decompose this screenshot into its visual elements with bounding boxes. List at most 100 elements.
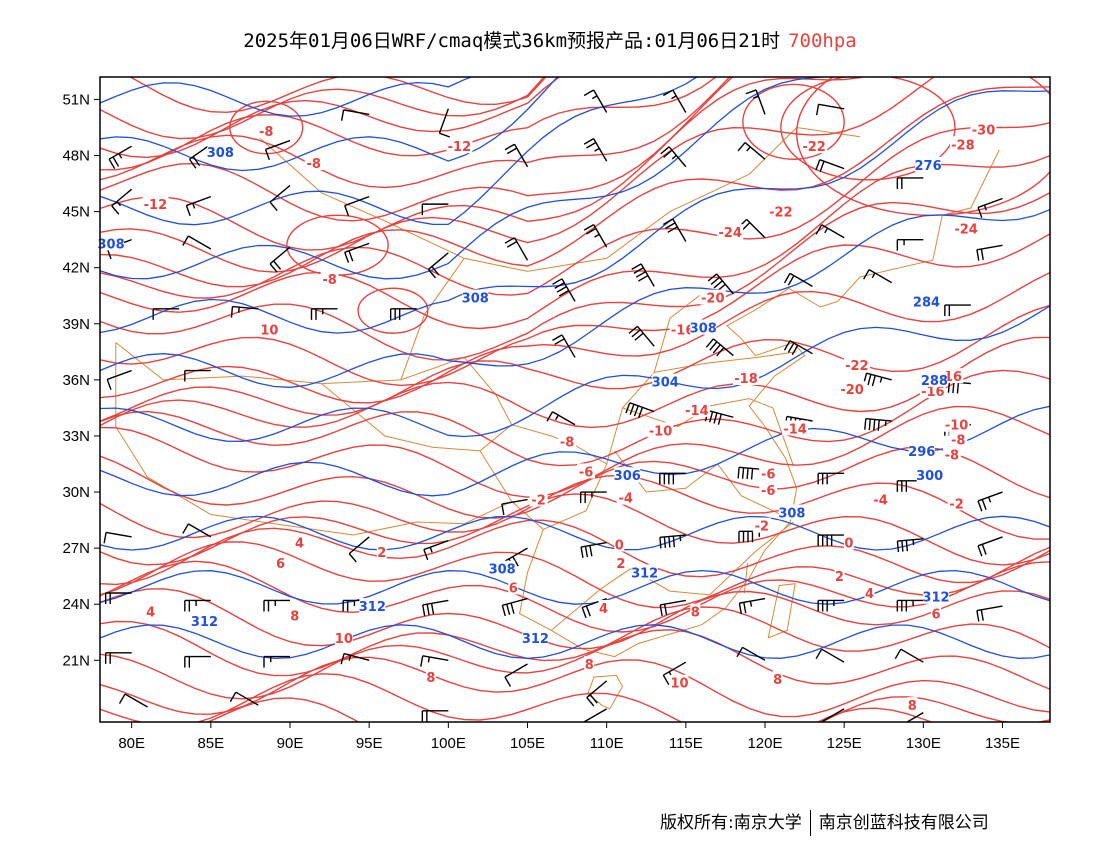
wind-barb (501, 597, 528, 617)
wind-barb (546, 411, 576, 426)
temperature-label: 8 (907, 697, 918, 714)
isotherm-line (100, 86, 1050, 288)
wind-barb (662, 89, 687, 113)
temperature-label: 8 (425, 669, 436, 686)
wind-barb (264, 139, 291, 161)
wind-barb (660, 146, 687, 168)
temperature-label: 10 (335, 629, 353, 647)
height-label: 312 (922, 588, 950, 606)
svg-text:308: 308 (489, 563, 516, 578)
wind-barb (263, 599, 290, 612)
wind-barb (427, 252, 449, 279)
lat-tick-label: 27N (62, 540, 90, 557)
wind-barb (422, 599, 449, 616)
title-text: 2025年01月06日WRF/cmaq模式36km预报产品:01月06日21时 (243, 30, 781, 52)
isotherm-line (100, 519, 1050, 586)
wind-barb (182, 523, 212, 538)
temperature-label: -28 (949, 136, 976, 153)
wind-barb (184, 599, 211, 612)
wind-barb (815, 648, 845, 663)
height-contour (100, 90, 1050, 334)
svg-text:-6: -6 (761, 467, 775, 482)
temperature-label: -20 (839, 381, 866, 398)
longitude-axis: 80E 85E 90E 95E 100E 105E 110E 115E 120E 125E 130E… (118, 722, 1020, 752)
height-label: 308 (778, 504, 805, 522)
wind-barb (344, 195, 370, 217)
isotherm-loop (780, 77, 956, 181)
isotherm-line (100, 369, 1050, 467)
svg-text:308: 308 (207, 146, 234, 161)
temperature-label: -8 (304, 155, 323, 172)
isotherm-line (100, 77, 718, 171)
lat-tick-label: 48N (62, 148, 90, 165)
wind-barb (103, 531, 132, 544)
height-label: 284 (913, 293, 940, 310)
svg-text:-24: -24 (718, 226, 742, 241)
wind-barb (504, 143, 529, 168)
wind-barb (552, 334, 576, 358)
wind-barb (659, 534, 686, 549)
height-contour (100, 624, 1050, 660)
height-contour (100, 77, 831, 280)
temperature-label: -30 (970, 121, 997, 138)
temperature-label: -6 (759, 482, 778, 499)
wind-barb (783, 340, 813, 356)
lon-tick-label: 135E (985, 735, 1020, 752)
height-label: 312 (191, 613, 218, 630)
height-label: 276 (915, 156, 942, 174)
temperature-label: 2 (376, 543, 387, 561)
temperature-label: -8 (257, 123, 276, 140)
wind-barb (662, 218, 687, 242)
province-border (321, 383, 481, 452)
svg-text:-14: -14 (783, 422, 807, 437)
lon-tick-label: 90E (277, 735, 304, 752)
svg-text:-12: -12 (448, 140, 472, 155)
height-label: 308 (489, 560, 516, 578)
isotherm-line (100, 77, 866, 251)
wind-barb (863, 372, 892, 387)
temperature-label: -8 (320, 270, 339, 288)
svg-text:300: 300 (916, 469, 943, 484)
svg-text:276: 276 (915, 159, 942, 174)
wind-barb (340, 109, 370, 121)
wind-barb (185, 195, 212, 217)
svg-text:-12: -12 (144, 198, 168, 213)
isotherm-line (100, 304, 1050, 422)
temperature-label: 10 (670, 674, 689, 692)
isotherm-loop (229, 100, 304, 155)
wind-barb (583, 89, 608, 113)
isotherm-line (100, 233, 1050, 387)
province-border (614, 450, 782, 515)
wind-barb (104, 652, 132, 664)
wind-barb (977, 197, 1003, 218)
isotherm-line (100, 405, 1050, 498)
lon-tick-label: 80E (118, 735, 145, 752)
lon-tick-label: 105E (510, 735, 545, 752)
lat-tick-label: 42N (62, 260, 90, 277)
wind-barb (583, 708, 608, 722)
isotherm-line (100, 673, 1050, 722)
isotherm-loop (357, 287, 429, 334)
svg-text:-8: -8 (945, 449, 959, 464)
svg-text:-14: -14 (685, 404, 709, 419)
svg-text:-22: -22 (802, 140, 826, 155)
temperature-label: -22 (843, 356, 870, 374)
wind-barb (864, 418, 892, 431)
copyright-text: 版权所有:南京大学 (660, 813, 802, 833)
height-label: 312 (359, 598, 386, 615)
svg-text:306: 306 (614, 469, 641, 484)
wind-barb (340, 652, 370, 665)
svg-text:308: 308 (98, 237, 125, 252)
map-background (100, 77, 1050, 722)
temperature-label: -4 (871, 491, 890, 509)
footer: 版权所有:南京大学 南京创蓝科技有限公司 (660, 808, 989, 836)
svg-text:-4: -4 (618, 492, 632, 507)
temperature-label: 0 (843, 534, 854, 552)
height-contour (100, 305, 1050, 442)
svg-text:-18: -18 (734, 372, 758, 387)
temperature-label: -8 (949, 431, 968, 449)
wind-barb (896, 599, 924, 612)
temperature-label: -12 (446, 138, 473, 155)
temperature-label: 2 (615, 555, 626, 572)
lat-tick-label: 39N (62, 316, 90, 333)
